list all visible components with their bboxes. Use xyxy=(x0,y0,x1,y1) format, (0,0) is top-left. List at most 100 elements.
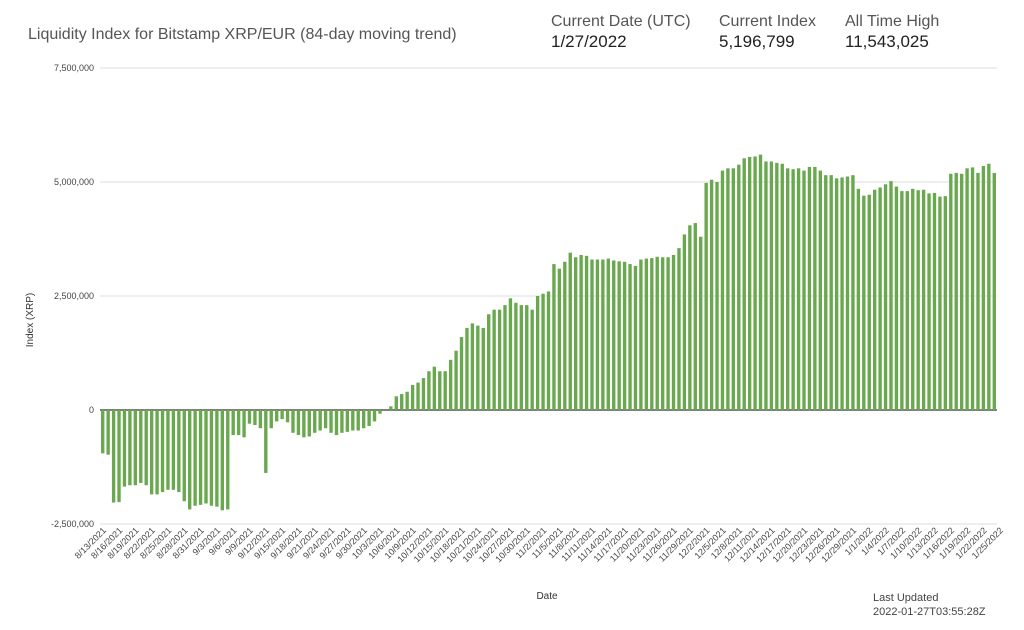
bar xyxy=(421,378,426,410)
bar xyxy=(878,187,882,410)
bar xyxy=(927,193,931,410)
bar xyxy=(313,410,317,433)
bar xyxy=(144,410,148,486)
bar xyxy=(285,410,290,423)
bar xyxy=(606,258,610,410)
bar xyxy=(802,170,806,410)
bar xyxy=(943,196,948,410)
bar xyxy=(155,410,159,495)
bar xyxy=(807,166,812,410)
bar xyxy=(400,394,404,410)
bar xyxy=(345,410,350,432)
y-tick-label: 2,500,000 xyxy=(54,291,94,301)
bar xyxy=(514,302,518,410)
bar xyxy=(677,248,681,410)
bar xyxy=(280,410,284,420)
bar xyxy=(128,410,132,486)
bar xyxy=(834,178,839,410)
bar xyxy=(508,298,513,410)
bar xyxy=(780,163,784,410)
bar xyxy=(546,291,551,410)
bar xyxy=(742,158,746,410)
y-tick-label: -2,500,000 xyxy=(51,519,94,529)
bar xyxy=(487,314,491,410)
bar xyxy=(639,259,643,410)
bar xyxy=(541,293,545,410)
chart-title: Liquidity Index for Bitstamp XRP/EUR (84… xyxy=(28,26,457,43)
bar xyxy=(525,305,529,410)
bar xyxy=(650,258,654,410)
bar xyxy=(204,410,208,504)
bar xyxy=(786,168,790,410)
bar xyxy=(905,191,909,410)
bar xyxy=(622,261,627,410)
bar xyxy=(699,236,703,410)
bar xyxy=(535,296,540,410)
bar xyxy=(264,410,268,473)
bar xyxy=(389,406,393,410)
bar xyxy=(775,162,779,410)
last-updated-label: Last Updated xyxy=(873,592,939,604)
bar xyxy=(193,410,197,506)
bar xyxy=(291,410,295,433)
bar xyxy=(448,359,453,410)
bar xyxy=(976,172,980,410)
bar xyxy=(519,305,523,410)
bar xyxy=(318,410,322,431)
bar xyxy=(873,189,877,410)
bar xyxy=(715,182,719,410)
bar xyxy=(149,410,154,495)
bar xyxy=(579,254,583,410)
stat-current-index-label: Current Index xyxy=(719,13,816,30)
bar xyxy=(188,410,192,510)
bar xyxy=(829,175,833,410)
bar xyxy=(949,173,953,410)
bar xyxy=(791,169,795,410)
bar xyxy=(226,410,230,510)
bar xyxy=(220,410,224,511)
bar xyxy=(275,410,279,422)
bar xyxy=(856,188,861,410)
bar xyxy=(747,156,752,410)
bar xyxy=(900,191,904,410)
x-axis-label: Date xyxy=(536,591,558,602)
bar xyxy=(416,382,420,410)
bar xyxy=(296,410,301,436)
bar xyxy=(177,410,181,493)
bar xyxy=(351,410,355,431)
bar xyxy=(160,410,165,493)
bar xyxy=(981,166,986,410)
bar xyxy=(497,309,502,410)
bar xyxy=(133,410,138,486)
bar xyxy=(101,410,105,454)
bar xyxy=(378,410,382,414)
bar xyxy=(340,410,344,433)
bar xyxy=(932,192,937,410)
bar xyxy=(693,223,697,410)
bar xyxy=(590,259,594,410)
y-axis-label: Index (XRP) xyxy=(25,293,36,347)
bar xyxy=(139,410,143,483)
bar xyxy=(117,410,121,503)
stat-current-date: Current Date (UTC) 1/27/2022 xyxy=(551,13,691,53)
bar xyxy=(965,168,969,410)
bar xyxy=(894,186,899,410)
bar xyxy=(269,410,273,429)
bar xyxy=(883,184,888,410)
bar xyxy=(302,410,306,438)
bar xyxy=(329,410,333,433)
stat-current-date-label: Current Date (UTC) xyxy=(551,13,691,30)
bar xyxy=(182,410,186,502)
bar xyxy=(106,410,110,455)
bar xyxy=(481,327,485,410)
bar xyxy=(921,189,926,410)
bar xyxy=(959,173,964,410)
bar xyxy=(394,396,398,410)
bar xyxy=(660,257,665,410)
y-tick-labels: -2,500,000 0 2,500,000 5,000,000 7,500,000 xyxy=(51,63,94,529)
bar xyxy=(851,175,855,410)
bar xyxy=(367,410,371,426)
bar xyxy=(796,168,801,410)
bar xyxy=(726,168,730,410)
bar xyxy=(862,195,866,410)
